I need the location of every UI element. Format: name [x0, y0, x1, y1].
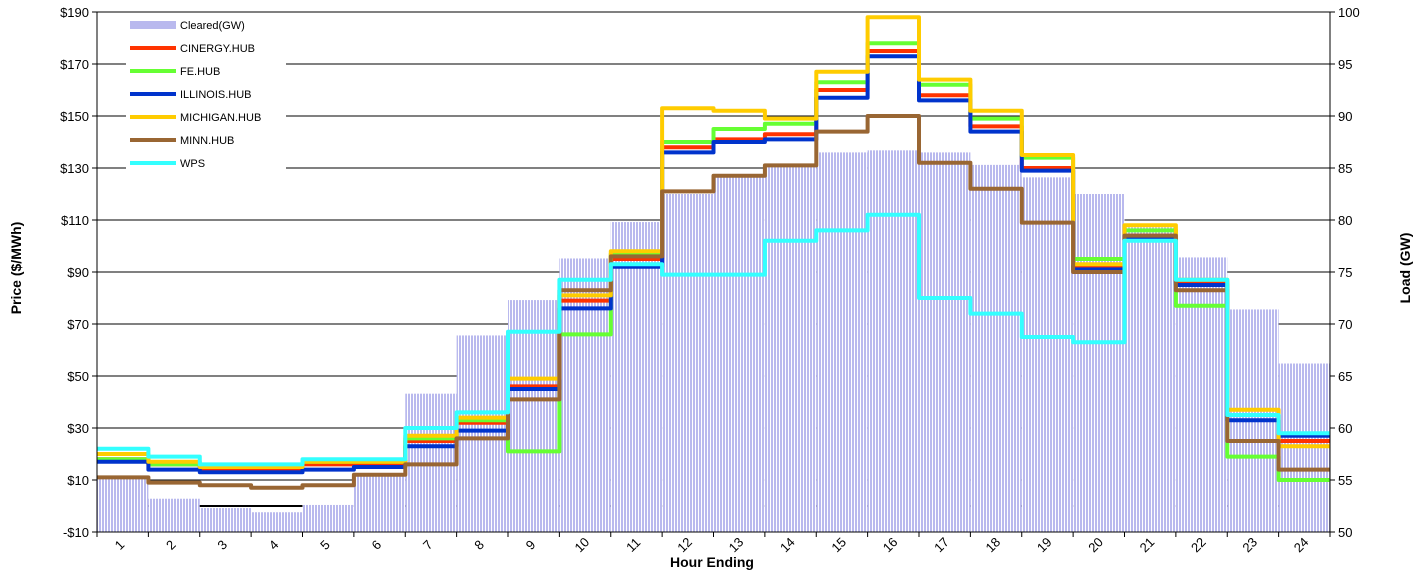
x-tick-label: 2 — [163, 537, 179, 553]
y-tick-label: -$10 — [63, 525, 89, 540]
legend-swatch-bar — [130, 21, 176, 29]
y-tick-label: $90 — [67, 265, 89, 280]
y2-tick-label: 90 — [1338, 109, 1352, 124]
y2-tick-label: 75 — [1338, 265, 1352, 280]
y-tick-label: $30 — [67, 421, 89, 436]
x-tick-label: 15 — [828, 534, 849, 555]
legend-label: WPS — [180, 158, 205, 170]
x-tick-label: 5 — [317, 537, 333, 553]
y-axis-title: Price ($/MWh) — [8, 222, 24, 315]
load-bar — [867, 150, 919, 532]
legend-label: FE.HUB — [180, 66, 220, 78]
x-tick-label: 9 — [523, 537, 539, 553]
x-tick-label: 16 — [880, 534, 901, 555]
x-tick-label: 19 — [1034, 534, 1055, 555]
x-tick-label: 11 — [623, 535, 643, 555]
load-bar — [764, 164, 817, 532]
load-bar — [610, 222, 663, 532]
load-bar — [970, 164, 1022, 532]
load-bar — [919, 152, 971, 532]
y2-tick-label: 95 — [1338, 57, 1352, 72]
x-tick-label: 1 — [112, 537, 128, 553]
load-bar — [353, 475, 406, 532]
legend-label: CINERGY.HUB — [180, 43, 255, 55]
hour-axis-ticks: 1 2 3 4 5 6 7 8 9 10 11 12 13 14 15 16 17 18 19 20 21 22 23 24 — [96, 532, 1331, 555]
x-tick-label: 13 — [726, 534, 747, 555]
y-tick-label: $10 — [67, 473, 89, 488]
y-tick-label: $50 — [67, 369, 89, 384]
legend-label: Cleared(GW) — [180, 20, 245, 32]
x-tick-label: 17 — [931, 534, 952, 555]
x-tick-label: 6 — [369, 537, 385, 553]
y-tick-label: $190 — [60, 5, 89, 20]
load-bar — [1073, 194, 1125, 532]
y2-tick-label: 65 — [1338, 369, 1352, 384]
y-tick-label: $70 — [67, 317, 89, 332]
price-lines — [97, 15, 1330, 490]
y2-tick-label: 85 — [1338, 161, 1352, 176]
load-axis-ticks: 50 55 60 65 70 75 80 85 90 95 100 — [1330, 5, 1360, 540]
y-tick-label: $150 — [60, 109, 89, 124]
load-bar — [508, 300, 560, 532]
load-bar — [1021, 177, 1074, 533]
x-tick-label: 22 — [1188, 534, 1209, 555]
legend: Cleared(GW) CINERGY.HUB FE.HUB ILLINOIS.HUB… — [126, 14, 286, 175]
load-bar — [148, 498, 200, 532]
series-line — [97, 212, 1330, 467]
load-bar — [1124, 227, 1176, 532]
load-bar — [456, 335, 508, 532]
load-bar — [302, 504, 354, 532]
y-tick-label: $110 — [61, 213, 89, 228]
y2-tick-label: 50 — [1338, 525, 1352, 540]
x-tick-label: 4 — [266, 537, 282, 553]
price-axis-ticks: -$10 $10 $30 $50 $70 $90 $110 $130 $150 $170 $190 — [60, 5, 97, 540]
y2-tick-label: 60 — [1338, 421, 1352, 436]
load-bar — [97, 476, 149, 532]
x-axis-title: Hour Ending — [670, 554, 754, 570]
load-bar — [1175, 257, 1228, 532]
load-bar — [662, 194, 714, 532]
y2-tick-label: 55 — [1338, 473, 1352, 488]
y2-axis-title: Load (GW) — [1397, 233, 1413, 304]
y-tick-label: $130 — [60, 161, 89, 176]
load-bar — [816, 152, 868, 532]
x-tick-label: 10 — [571, 534, 592, 555]
x-tick-label: 8 — [471, 537, 487, 553]
legend-label: MICHIGAN.HUB — [180, 112, 261, 124]
x-tick-label: 3 — [214, 537, 230, 553]
x-tick-label: 18 — [982, 534, 1003, 555]
x-tick-label: 21 — [1137, 534, 1158, 555]
x-tick-label: 14 — [777, 534, 798, 555]
load-bar — [199, 508, 252, 532]
x-tick-label: 7 — [420, 537, 436, 553]
load-bar — [713, 177, 765, 533]
load-bar — [251, 512, 303, 532]
x-tick-label: 24 — [1291, 534, 1312, 555]
x-tick-label: 20 — [1085, 534, 1106, 555]
x-tick-label: 12 — [674, 534, 695, 555]
y2-tick-label: 80 — [1338, 213, 1352, 228]
y-tick-label: $170 — [60, 57, 89, 72]
y2-tick-label: 70 — [1338, 317, 1352, 332]
legend-label: MINN.HUB — [180, 135, 234, 147]
cleared-load-bars — [97, 150, 1330, 533]
x-tick-label: 23 — [1239, 534, 1260, 555]
y2-tick-label: 100 — [1338, 5, 1360, 20]
legend-label: ILLINOIS.HUB — [180, 89, 252, 101]
load-bar — [559, 258, 611, 532]
